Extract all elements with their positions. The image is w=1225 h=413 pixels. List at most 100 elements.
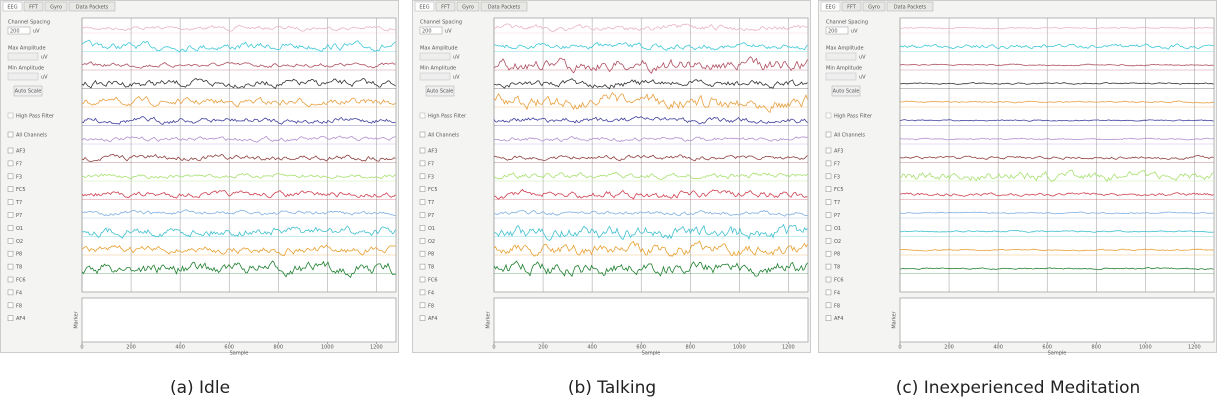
checkbox[interactable] <box>8 132 13 137</box>
channel-label[interactable]: F8 <box>16 303 22 309</box>
tab-label[interactable]: Data Packets <box>76 5 109 11</box>
checkbox[interactable] <box>420 132 425 137</box>
checkbox[interactable] <box>826 187 831 192</box>
checkbox[interactable] <box>8 251 13 256</box>
checkbox[interactable] <box>420 238 425 243</box>
checkbox-label[interactable]: All Channels <box>16 133 47 139</box>
button-label[interactable]: Auto Scale <box>833 89 860 95</box>
channel-label[interactable]: P7 <box>834 213 840 219</box>
checkbox[interactable] <box>420 187 425 192</box>
checkbox[interactable] <box>826 303 831 308</box>
channel-label[interactable]: F3 <box>834 174 840 180</box>
tab-label[interactable]: Gyro <box>462 5 474 11</box>
checkbox[interactable] <box>826 238 831 243</box>
checkbox[interactable] <box>8 225 13 230</box>
checkbox[interactable] <box>8 277 13 282</box>
channel-label[interactable]: F8 <box>428 303 434 309</box>
checkbox[interactable] <box>8 264 13 269</box>
tab-label[interactable]: Gyro <box>868 5 880 11</box>
amplitude-input[interactable] <box>8 73 38 80</box>
channel-label[interactable]: O1 <box>16 226 23 232</box>
channel-label[interactable]: O1 <box>834 226 841 232</box>
checkbox[interactable] <box>826 148 831 153</box>
amplitude-input[interactable] <box>420 53 450 60</box>
amplitude-input[interactable] <box>826 53 856 60</box>
channel-label[interactable]: F7 <box>16 161 22 167</box>
channel-label[interactable]: P8 <box>428 252 434 258</box>
channel-label[interactable]: AF4 <box>428 316 437 322</box>
channel-label[interactable]: AF4 <box>834 316 843 322</box>
channel-label[interactable]: FC6 <box>428 278 438 284</box>
channel-label[interactable]: T7 <box>427 200 434 206</box>
channel-label[interactable]: P7 <box>16 213 22 219</box>
channel-label[interactable]: T7 <box>833 200 840 206</box>
amplitude-input[interactable] <box>826 73 856 80</box>
checkbox-label[interactable]: All Channels <box>428 133 459 139</box>
checkbox[interactable] <box>826 200 831 205</box>
channel-label[interactable]: T7 <box>15 200 22 206</box>
tab-label[interactable]: Data Packets <box>894 5 927 11</box>
channel-label[interactable]: AF4 <box>16 316 25 322</box>
checkbox[interactable] <box>826 132 831 137</box>
checkbox[interactable] <box>420 148 425 153</box>
channel-label[interactable]: AF3 <box>834 149 843 155</box>
channel-label[interactable]: F8 <box>834 303 840 309</box>
button-label[interactable]: Auto Scale <box>15 89 42 95</box>
checkbox[interactable] <box>420 264 425 269</box>
button-label[interactable]: Auto Scale <box>427 89 454 95</box>
checkbox[interactable] <box>8 316 13 321</box>
checkbox[interactable] <box>420 251 425 256</box>
checkbox[interactable] <box>826 213 831 218</box>
channel-label[interactable]: O2 <box>428 239 435 245</box>
checkbox[interactable] <box>8 161 13 166</box>
tab-label[interactable]: FFT <box>29 5 39 11</box>
channel-label[interactable]: O1 <box>428 226 435 232</box>
checkbox[interactable] <box>8 290 13 295</box>
checkbox[interactable] <box>420 290 425 295</box>
checkbox-label[interactable]: High Pass Filter <box>834 114 873 120</box>
checkbox[interactable] <box>826 264 831 269</box>
channel-label[interactable]: FC5 <box>834 187 844 193</box>
checkbox[interactable] <box>826 113 831 118</box>
checkbox[interactable] <box>420 303 425 308</box>
checkbox[interactable] <box>8 113 13 118</box>
tab-label[interactable]: Data Packets <box>488 5 521 11</box>
channel-label[interactable]: F4 <box>428 290 434 296</box>
channel-label[interactable]: T8 <box>833 265 840 271</box>
amplitude-input[interactable] <box>420 73 450 80</box>
checkbox[interactable] <box>826 174 831 179</box>
channel-label[interactable]: O2 <box>834 239 841 245</box>
channel-label[interactable]: F3 <box>428 174 434 180</box>
amplitude-input[interactable] <box>8 53 38 60</box>
checkbox[interactable] <box>420 174 425 179</box>
channel-label[interactable]: AF3 <box>428 149 437 155</box>
channel-label[interactable]: P8 <box>16 252 22 258</box>
channel-label[interactable]: FC6 <box>834 278 844 284</box>
checkbox[interactable] <box>8 213 13 218</box>
channel-label[interactable]: T8 <box>427 265 434 271</box>
checkbox[interactable] <box>8 174 13 179</box>
checkbox[interactable] <box>8 303 13 308</box>
channel-label[interactable]: F7 <box>834 161 840 167</box>
channel-label[interactable]: F4 <box>16 290 22 296</box>
checkbox[interactable] <box>420 225 425 230</box>
tab-label[interactable]: Gyro <box>50 5 62 11</box>
tab-label[interactable]: EEG <box>825 5 835 11</box>
checkbox-label[interactable]: All Channels <box>834 133 865 139</box>
checkbox[interactable] <box>420 200 425 205</box>
channel-label[interactable]: P8 <box>834 252 840 258</box>
checkbox[interactable] <box>8 238 13 243</box>
channel-label[interactable]: AF3 <box>16 149 25 155</box>
tab-label[interactable]: EEG <box>7 5 17 11</box>
channel-label[interactable]: FC5 <box>428 187 438 193</box>
channel-label[interactable]: F3 <box>16 174 22 180</box>
checkbox[interactable] <box>826 161 831 166</box>
checkbox[interactable] <box>826 225 831 230</box>
checkbox[interactable] <box>420 161 425 166</box>
channel-label[interactable]: P7 <box>428 213 434 219</box>
checkbox[interactable] <box>420 277 425 282</box>
channel-label[interactable]: O2 <box>16 239 23 245</box>
channel-label[interactable]: T8 <box>15 265 22 271</box>
tab-label[interactable]: FFT <box>441 5 451 11</box>
channel-label[interactable]: FC5 <box>16 187 26 193</box>
